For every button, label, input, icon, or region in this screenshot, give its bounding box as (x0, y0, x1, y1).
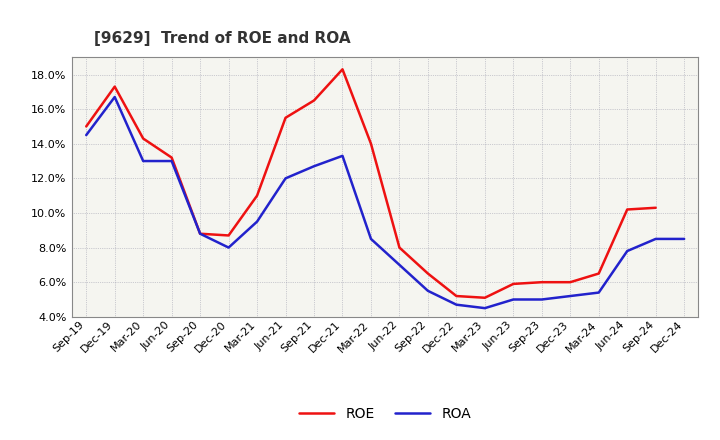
ROA (480, 305, 489, 311)
ROE (225, 233, 233, 238)
ROA (253, 219, 261, 224)
ROE (82, 124, 91, 129)
ROA (452, 302, 461, 307)
ROA (139, 158, 148, 164)
ROE (480, 295, 489, 301)
ROA (595, 290, 603, 295)
ROE (509, 281, 518, 286)
ROA (225, 245, 233, 250)
ROA (537, 297, 546, 302)
Line: ROA: ROA (86, 97, 684, 308)
ROA (566, 293, 575, 299)
ROE (282, 115, 290, 121)
ROE (139, 136, 148, 141)
ROE (452, 293, 461, 299)
ROA (82, 132, 91, 138)
ROE (366, 141, 375, 147)
ROA (366, 236, 375, 242)
Line: ROE: ROE (86, 70, 656, 298)
ROA (509, 297, 518, 302)
ROA (652, 236, 660, 242)
ROA (310, 164, 318, 169)
ROE (537, 279, 546, 285)
Legend: ROE, ROA: ROE, ROA (294, 402, 477, 427)
ROA (196, 231, 204, 236)
ROE (110, 84, 119, 89)
ROA (680, 236, 688, 242)
ROE (595, 271, 603, 276)
ROA (167, 158, 176, 164)
ROE (196, 231, 204, 236)
ROE (167, 155, 176, 160)
ROE (423, 271, 432, 276)
ROA (282, 176, 290, 181)
ROE (310, 98, 318, 103)
ROA (623, 249, 631, 254)
Text: [9629]  Trend of ROE and ROA: [9629] Trend of ROE and ROA (94, 31, 350, 46)
ROE (566, 279, 575, 285)
ROA (110, 94, 119, 99)
ROA (395, 262, 404, 268)
ROE (338, 67, 347, 72)
ROE (623, 207, 631, 212)
ROE (652, 205, 660, 210)
ROE (395, 245, 404, 250)
ROA (423, 288, 432, 293)
ROE (253, 193, 261, 198)
ROA (338, 153, 347, 158)
